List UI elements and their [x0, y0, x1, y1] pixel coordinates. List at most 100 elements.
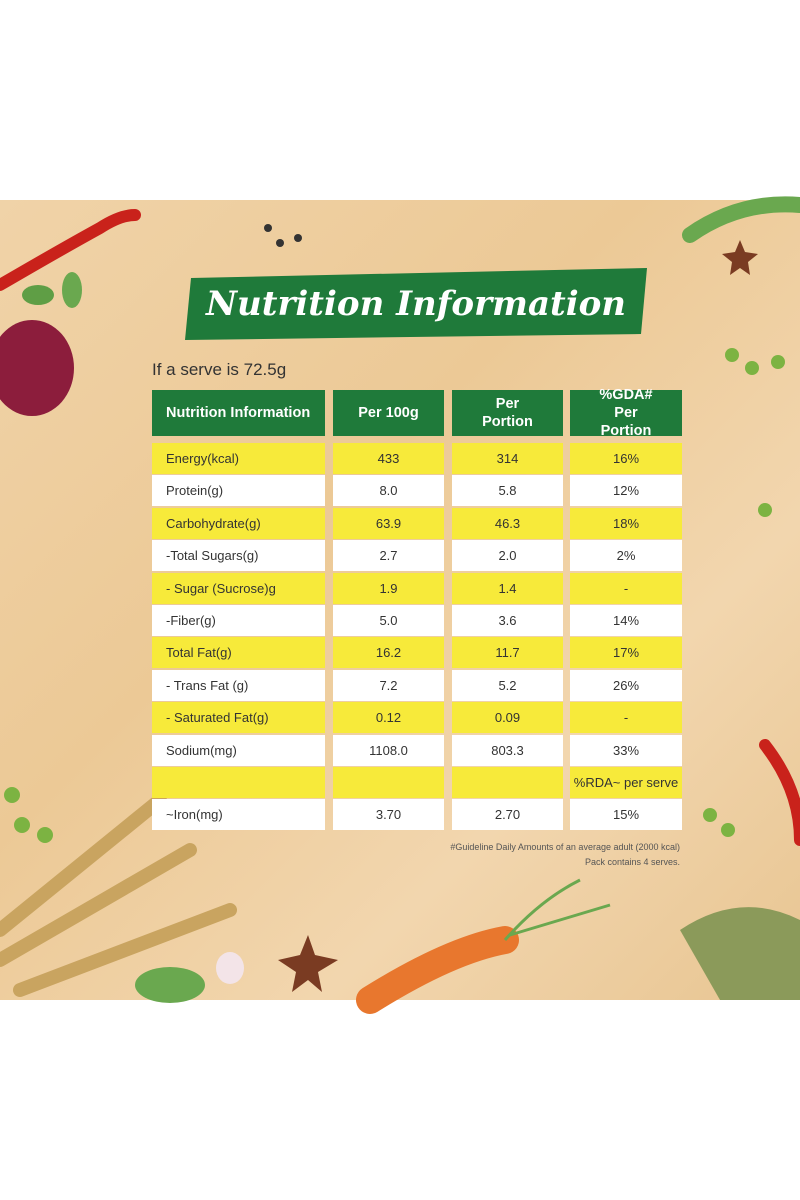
cell-text: -Fiber(g) — [166, 613, 216, 628]
table-cell: 3.6 — [452, 605, 563, 636]
header-cell: Per 100g — [333, 390, 444, 436]
table-cell: 2.70 — [452, 799, 563, 831]
table-cell: - — [570, 572, 682, 604]
cell-text: 3.6 — [498, 613, 517, 628]
table-cell: Energy(kcal) — [152, 443, 325, 474]
peppercorn — [264, 224, 272, 232]
onion — [0, 320, 74, 416]
pea — [725, 348, 739, 362]
pea — [758, 503, 772, 517]
table-cell — [333, 767, 444, 798]
pea — [37, 827, 53, 843]
table-cell: 1.9 — [333, 572, 444, 604]
banner-shape — [185, 268, 647, 340]
title: Nutrition Information — [205, 284, 627, 324]
cell-text: -Total Sugars(g) — [166, 548, 259, 564]
table-cell: - — [570, 702, 682, 734]
cell-text: 0.12 — [375, 710, 402, 726]
table-cell: 8.0 — [333, 475, 444, 507]
table-cell: 1108.0 — [333, 734, 444, 766]
cell-text: 2% — [616, 548, 636, 564]
cell-text: 3.70 — [375, 807, 402, 823]
cell-text: 46.3 — [494, 515, 521, 531]
cell-text: 63.9 — [375, 515, 402, 531]
cell-text: 0.09 — [494, 710, 521, 726]
cell-text: - — [623, 710, 629, 726]
table-cell: 3.70 — [333, 799, 444, 831]
chili — [759, 739, 800, 846]
cell-text: 17% — [612, 645, 640, 661]
table-cell: %RDA~ per serve — [570, 767, 682, 798]
cell-text: - Trans Fat (g) — [166, 677, 249, 693]
table-cell: 16.2 — [333, 637, 444, 669]
table-cell: 12% — [570, 475, 682, 507]
serve-note: If a serve is 72.5g — [152, 360, 287, 379]
table-cell: 2.7 — [333, 540, 444, 572]
table-cell: 1.4 — [452, 572, 563, 604]
table-cell: 5.0 — [333, 605, 444, 636]
cell-text: %GDA# Per Portion — [599, 387, 653, 439]
table-cell: 5.8 — [452, 475, 563, 507]
table-cell: 314 — [452, 443, 563, 474]
table-cell: 16% — [570, 443, 682, 474]
table-cell — [452, 767, 563, 798]
table-cell: 0.12 — [333, 702, 444, 734]
pea-pod — [682, 196, 800, 243]
header-cell: Per Portion — [452, 390, 563, 436]
table-cell: Sodium(mg) — [152, 734, 325, 766]
cell-text: 15% — [612, 807, 640, 823]
wheat — [0, 793, 237, 997]
cell-text: 1108.0 — [369, 742, 408, 758]
peppercorn — [294, 234, 302, 242]
pea — [745, 361, 759, 375]
cell-text: 14% — [612, 613, 640, 628]
footnote: Pack contains 4 serves. — [584, 857, 680, 867]
table-cell: Carbohydrate(g) — [152, 507, 325, 539]
table-cell: 7.2 — [333, 669, 444, 701]
table-cell: -Fiber(g) — [152, 605, 325, 636]
carrot — [356, 926, 519, 1014]
table-cell: - Sugar (Sucrose)g — [152, 572, 325, 604]
peppercorn — [276, 239, 284, 247]
cell-text: 2.7 — [379, 548, 398, 564]
leaf — [22, 285, 54, 305]
garlic — [216, 952, 244, 984]
table-cell: 63.9 — [333, 507, 444, 539]
chili — [0, 209, 141, 291]
cell-text: Per Portion — [482, 396, 533, 430]
table-cell: - Trans Fat (g) — [152, 669, 325, 701]
footnote: #Guideline Daily Amounts of an average a… — [450, 842, 680, 852]
table-cell: 433 — [333, 443, 444, 474]
cell-text: Per 100g — [358, 405, 419, 421]
cell-text: 26% — [612, 677, 640, 693]
pea — [4, 787, 20, 803]
cell-text: 18% — [612, 515, 640, 531]
star-anise — [722, 240, 758, 275]
table-cell: Total Fat(g) — [152, 637, 325, 669]
cell-text: 8.0 — [379, 483, 398, 499]
cell-text: 2.70 — [494, 807, 521, 823]
table-cell: 17% — [570, 637, 682, 669]
cell-text: 433 — [377, 451, 400, 466]
cell-text: 16% — [612, 451, 640, 466]
cell-text: 7.2 — [379, 677, 398, 693]
cell-text: 1.4 — [498, 580, 517, 596]
header-cell: Nutrition Information — [152, 390, 325, 436]
table-cell: 11.7 — [452, 637, 563, 669]
table-cell: -Total Sugars(g) — [152, 540, 325, 572]
cell-text: Nutrition Information — [166, 405, 311, 421]
title-banner — [185, 268, 647, 340]
star-anise — [278, 935, 338, 992]
cell-text: - Sugar (Sucrose)g — [166, 580, 276, 596]
table-cell: 26% — [570, 669, 682, 701]
leaf — [62, 272, 82, 308]
cell-text: 5.2 — [498, 677, 517, 693]
carrot-greens — [503, 878, 611, 941]
cell-text: 16.2 — [375, 645, 402, 661]
cell-text: 803.3 — [491, 742, 524, 758]
cell-text: 33% — [612, 742, 640, 758]
table-cell: 14% — [570, 605, 682, 636]
cell-text: Carbohydrate(g) — [166, 515, 261, 531]
